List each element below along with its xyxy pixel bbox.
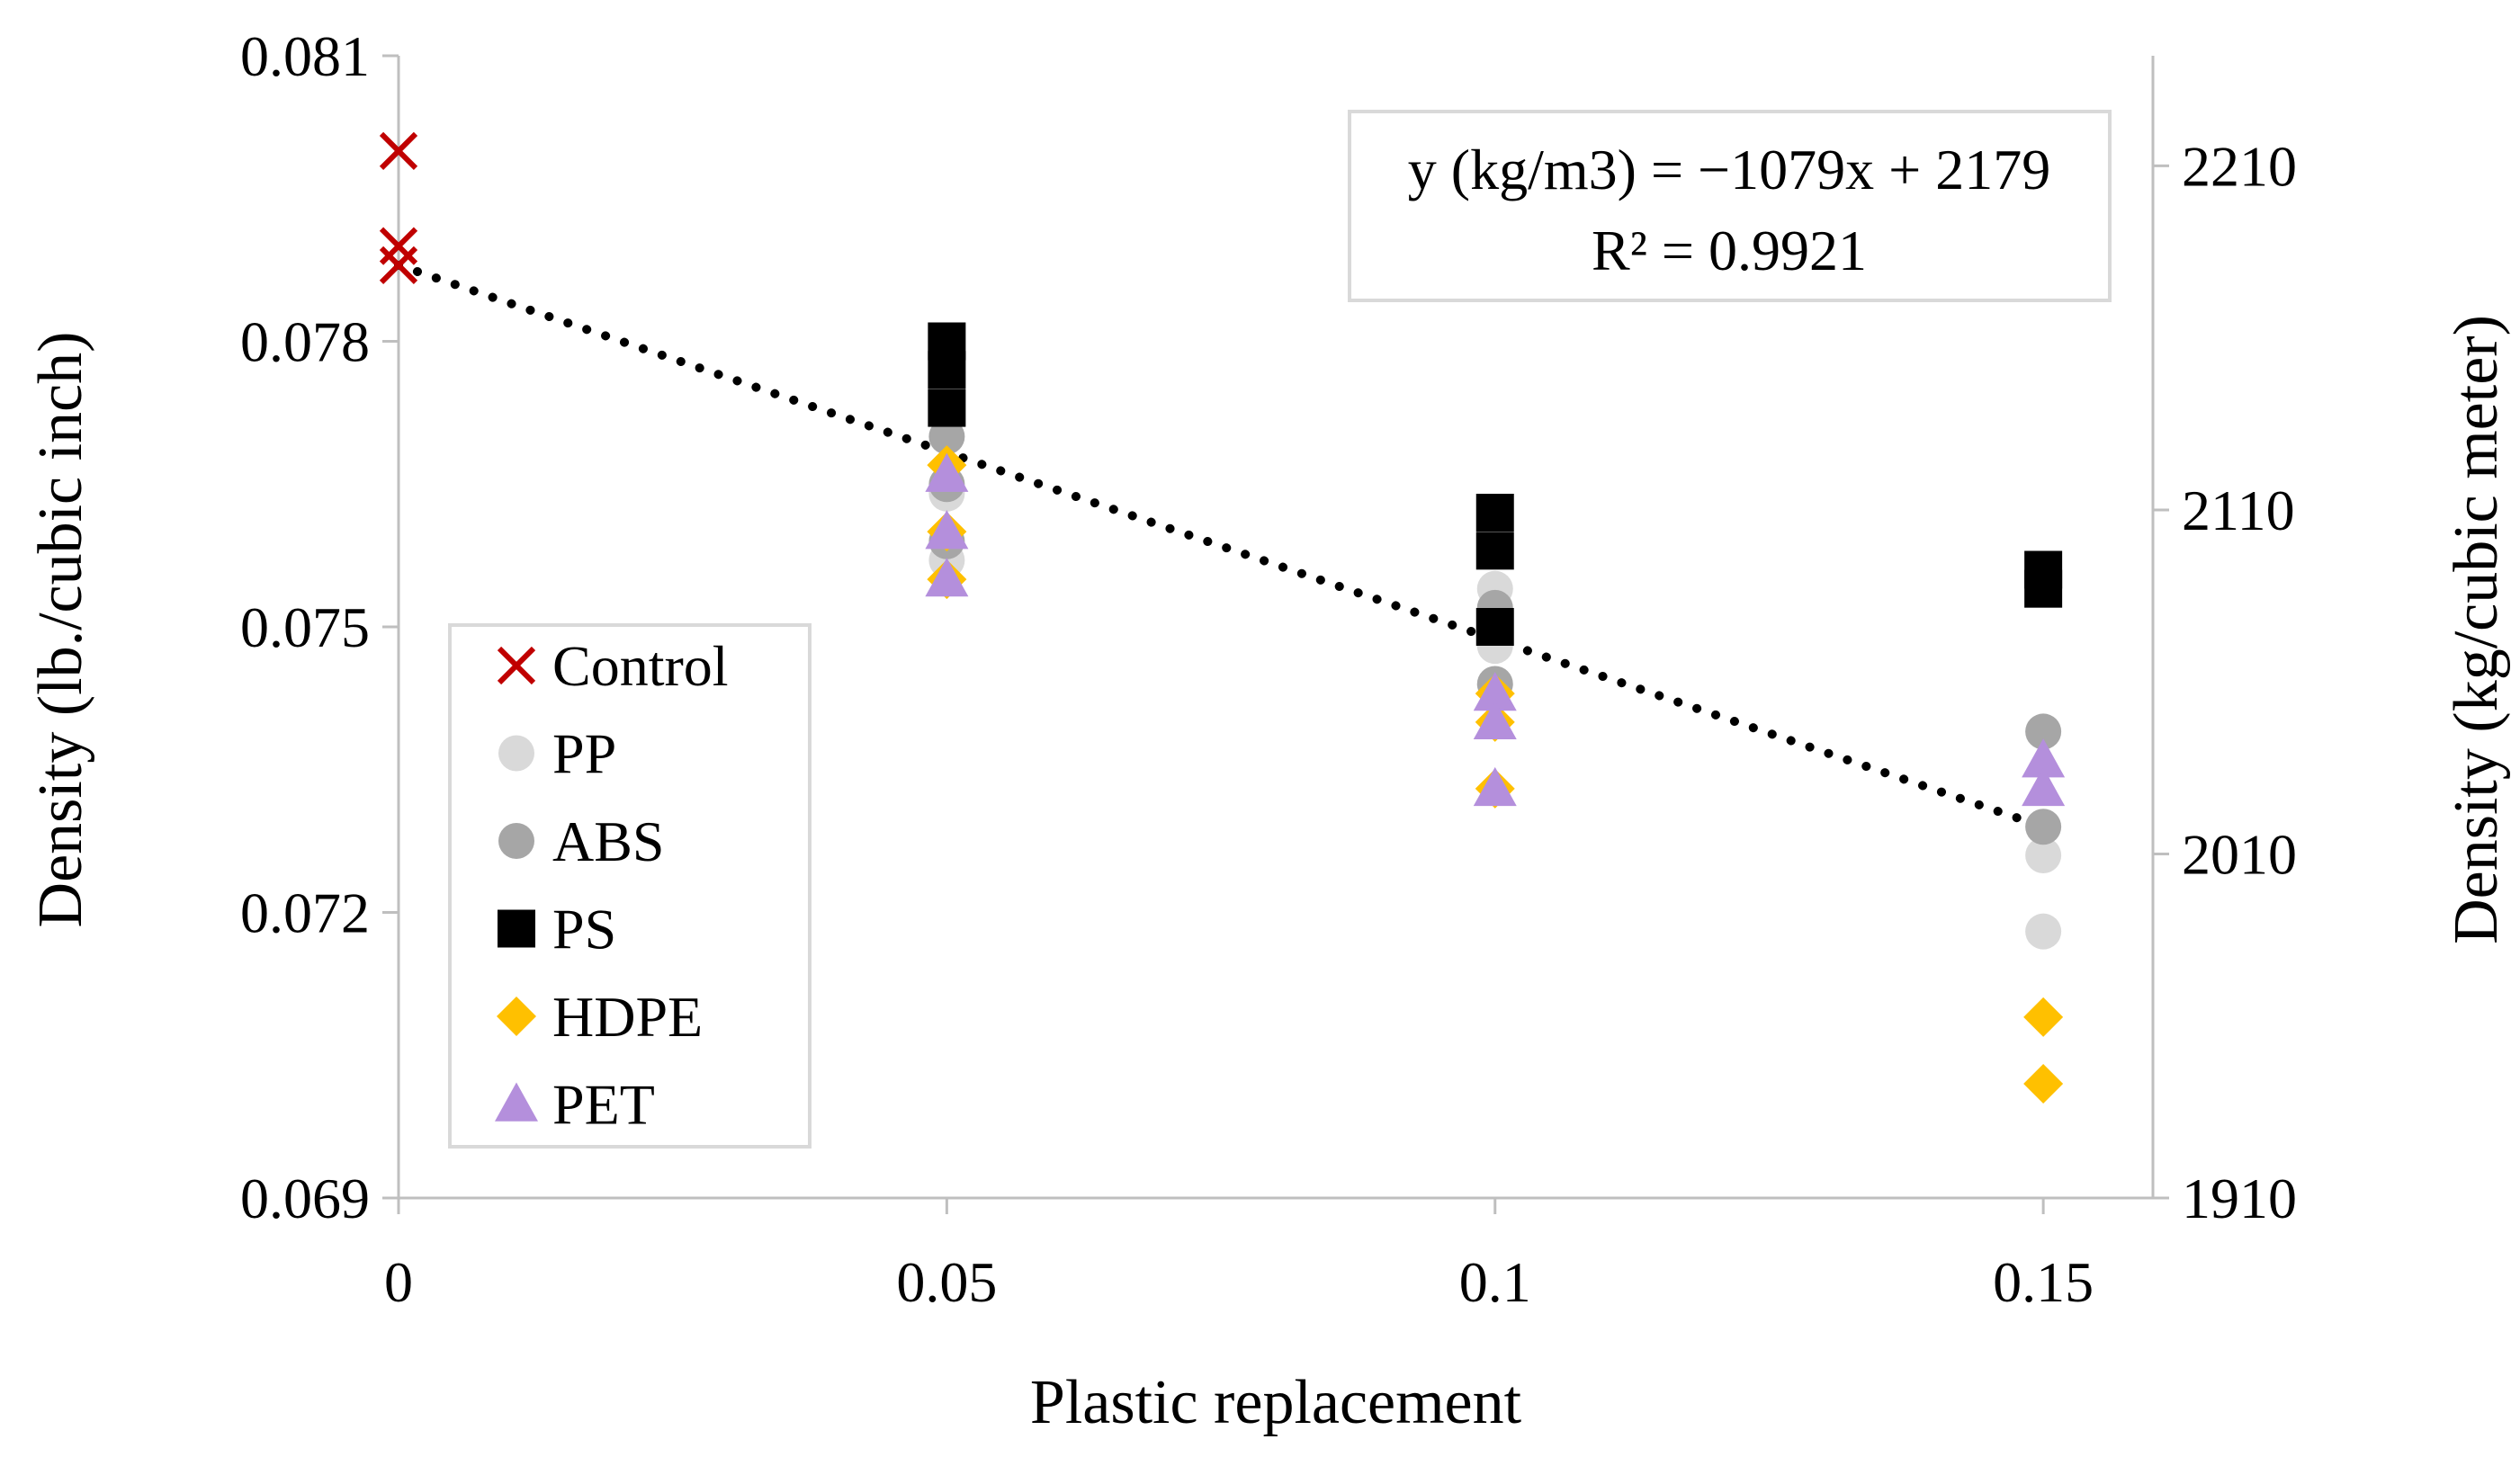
abs-data-point [2025, 809, 2062, 845]
ps-data-point [928, 351, 966, 389]
x-tick-label: 0 [384, 1250, 413, 1314]
control-data-point [379, 131, 418, 170]
y-left-tick-label: 0.075 [240, 595, 370, 659]
pet-data-point [1473, 700, 1517, 740]
data-points [379, 131, 2066, 1104]
y-right-tick-label: 2110 [2182, 478, 2295, 542]
legend-items: Control PP ABS PS HDPE PET [495, 634, 729, 1137]
pet-data-point [1473, 766, 1517, 807]
legend: Control PP ABS PS HDPE PET [448, 623, 812, 1149]
y-left-tick-label: 0.072 [240, 881, 370, 945]
ps-data-point [928, 389, 966, 427]
equation-box: y (kg/m3) = −1079x + 2179 R² = 0.9921 [1348, 110, 2112, 302]
y-left-ticks: 0.081 0.078 0.075 0.072 0.069 [240, 24, 399, 1230]
hdpe-data-point [2023, 997, 2064, 1037]
y-axis-title-left: Density (lb./cubic inch) [26, 332, 95, 928]
x-axis-title: Plastic replacement [1030, 1368, 1522, 1437]
legend-label-pp: PP [552, 722, 616, 786]
x-ticks: 0 0.05 0.1 0.15 [384, 1198, 2094, 1314]
legend-marker-abs [498, 823, 534, 859]
r-squared-text: R² = 0.9921 [1592, 219, 1867, 282]
pet-data-point [925, 510, 969, 550]
y-right-tick-label: 2210 [2182, 134, 2297, 198]
legend-marker-ps [498, 909, 535, 948]
y-left-tick-label: 0.078 [240, 310, 370, 374]
y-right-tick-label: 2010 [2182, 822, 2297, 886]
pet-data-point [925, 558, 969, 597]
legend-label-control: Control [552, 634, 729, 698]
y-left-tick-label: 0.081 [240, 24, 370, 88]
x-tick-label: 0.1 [1459, 1250, 1531, 1314]
pet-data-point [2022, 738, 2066, 778]
pp-data-point [2025, 913, 2062, 950]
x-tick-label: 0.05 [896, 1250, 997, 1314]
legend-marker-pp [498, 735, 534, 772]
abs-data-point [2025, 713, 2062, 750]
ps-data-point [1475, 494, 1514, 532]
equation-box-frame [1348, 110, 2112, 302]
x-tick-label: 0.15 [1993, 1250, 2094, 1314]
y-right-ticks: 2210 2110 2010 1910 [2153, 134, 2297, 1230]
legend-marker-hdpe [497, 997, 536, 1036]
legend-label-abs: ABS [552, 809, 665, 873]
legend-label-pet: PET [552, 1073, 655, 1137]
equation-text: y (kg/m3) = −1079x + 2179 [1408, 138, 2050, 201]
ps-data-point [1475, 532, 1514, 570]
legend-label-ps: PS [552, 898, 616, 961]
legend-marker-pet [495, 1082, 538, 1122]
y-axis-title-right: Density (kg/cubic meter) [2442, 315, 2511, 944]
y-right-tick-label: 1910 [2182, 1167, 2297, 1230]
legend-frame [448, 623, 812, 1149]
pet-data-point [1473, 672, 1517, 711]
pp-data-point [2025, 837, 2062, 873]
ps-data-point [2024, 569, 2063, 608]
y-left-tick-label: 0.069 [240, 1167, 370, 1230]
legend-label-hdpe: HDPE [552, 985, 703, 1049]
pet-data-point [925, 452, 969, 492]
ps-data-point [1475, 608, 1514, 646]
trendline [394, 260, 2049, 832]
pet-data-point [2022, 766, 2066, 807]
hdpe-data-point [2023, 1064, 2064, 1104]
abs-data-point [928, 418, 965, 455]
control-data-point [379, 246, 418, 284]
legend-marker-control [497, 646, 536, 685]
